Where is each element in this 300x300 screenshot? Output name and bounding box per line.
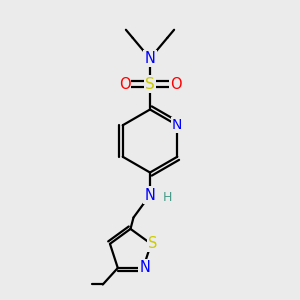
Text: N: N [172,118,182,132]
Text: N: N [145,51,155,66]
Text: N: N [145,188,155,202]
Text: S: S [148,236,157,251]
Text: O: O [170,76,181,92]
Text: N: N [139,260,150,275]
Text: H: H [163,191,172,204]
Text: S: S [145,76,155,92]
Text: O: O [119,76,130,92]
